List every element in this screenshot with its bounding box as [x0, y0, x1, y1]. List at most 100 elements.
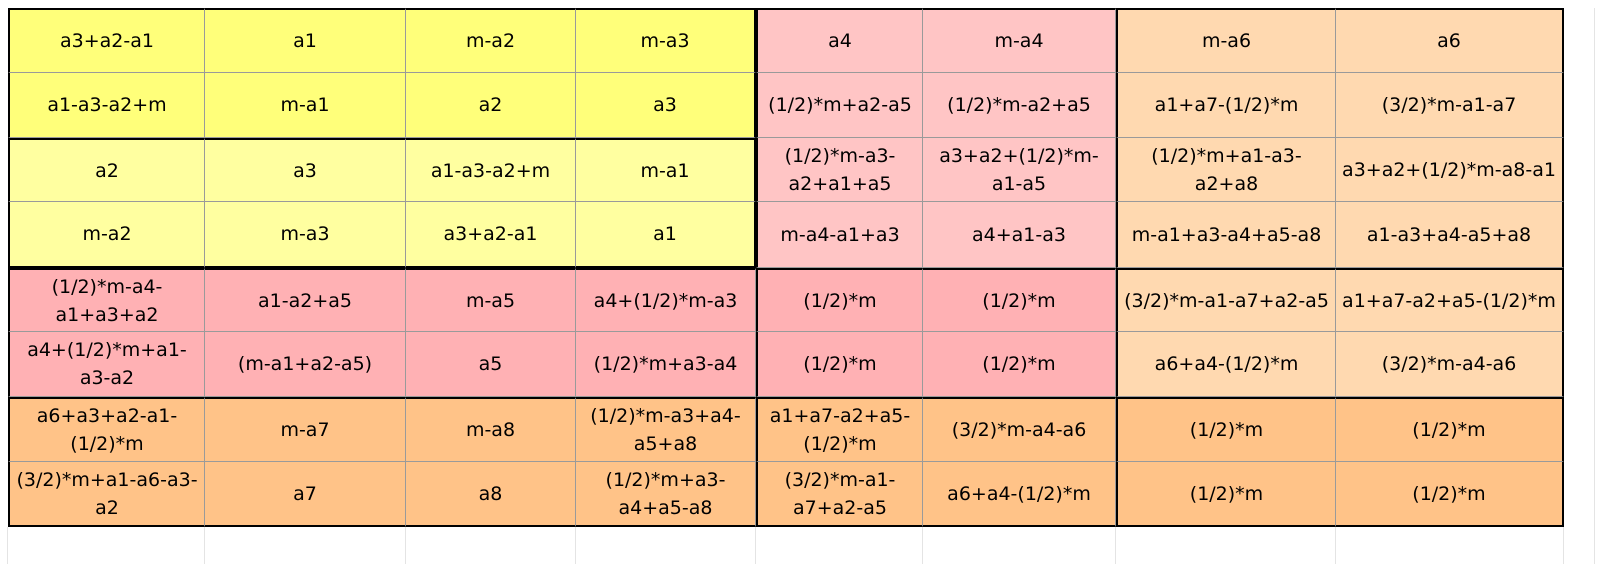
grid-cell[interactable]: a4: [756, 8, 923, 73]
grid-cell[interactable]: a6+a4-(1/2)*m: [1116, 332, 1336, 397]
grid-cell[interactable]: a3+a2+(1/2)*m-a1-a5: [923, 138, 1116, 202]
grid-cell[interactable]: m-a1+a3-a4+a5-a8: [1116, 202, 1336, 268]
grid-cell[interactable]: m-a3: [205, 202, 406, 268]
blank-cell[interactable]: [0, 268, 8, 332]
grid-cell[interactable]: (1/2)*m-a3+a4-a5+a8: [576, 397, 756, 462]
blank-cell[interactable]: [8, 0, 205, 8]
grid-cell[interactable]: (1/2)*m+a3-a4: [576, 332, 756, 397]
grid-cell[interactable]: a1+a7-a2+a5-(1/2)*m: [756, 397, 923, 462]
grid-cell[interactable]: m-a5: [406, 268, 576, 332]
grid-cell[interactable]: (3/2)*m-a4-a6: [1336, 332, 1564, 397]
blank-cell[interactable]: [923, 527, 1116, 564]
blank-cell[interactable]: [1116, 0, 1336, 8]
blank-cell[interactable]: [576, 527, 756, 564]
blank-cell[interactable]: [1564, 73, 1595, 138]
grid-cell[interactable]: a6+a4-(1/2)*m: [923, 462, 1116, 527]
grid-cell[interactable]: m-a2: [406, 8, 576, 73]
blank-cell[interactable]: [1564, 202, 1595, 268]
grid-cell[interactable]: m-a1: [205, 73, 406, 138]
grid-cell[interactable]: (1/2)*m: [1116, 397, 1336, 462]
grid-cell[interactable]: a1-a3-a2+m: [8, 73, 205, 138]
grid-cell[interactable]: (1/2)*m: [923, 268, 1116, 332]
blank-cell[interactable]: [0, 397, 8, 462]
grid-cell[interactable]: a4+a1-a3: [923, 202, 1116, 268]
blank-cell[interactable]: [406, 527, 576, 564]
grid-cell[interactable]: m-a8: [406, 397, 576, 462]
blank-cell[interactable]: [0, 0, 8, 8]
blank-cell[interactable]: [1336, 527, 1564, 564]
grid-cell[interactable]: (1/2)*m: [756, 268, 923, 332]
blank-cell[interactable]: [923, 0, 1116, 8]
grid-cell[interactable]: a1-a2+a5: [205, 268, 406, 332]
grid-cell[interactable]: (3/2)*m-a1-a7+a2-a5: [1116, 268, 1336, 332]
blank-cell[interactable]: [0, 527, 8, 564]
grid-cell[interactable]: a8: [406, 462, 576, 527]
blank-cell[interactable]: [576, 0, 756, 8]
grid-cell[interactable]: m-a3: [576, 8, 756, 73]
blank-cell[interactable]: [1564, 462, 1595, 527]
grid-cell[interactable]: a4+(1/2)*m+a1-a3-a2: [8, 332, 205, 397]
grid-cell[interactable]: m-a6: [1116, 8, 1336, 73]
grid-cell[interactable]: (3/2)*m-a1-a7: [1336, 73, 1564, 138]
grid-cell[interactable]: m-a4: [923, 8, 1116, 73]
grid-cell[interactable]: a6+a3+a2-a1-(1/2)*m: [8, 397, 205, 462]
grid-cell[interactable]: m-a7: [205, 397, 406, 462]
grid-cell[interactable]: m-a4-a1+a3: [756, 202, 923, 268]
grid-cell[interactable]: (1/2)*m+a2-a5: [756, 73, 923, 138]
grid-cell[interactable]: a3+a2-a1: [8, 8, 205, 73]
grid-cell[interactable]: (1/2)*m-a2+a5: [923, 73, 1116, 138]
blank-cell[interactable]: [0, 73, 8, 138]
grid-cell[interactable]: (3/2)*m+a1-a6-a3-a2: [8, 462, 205, 527]
grid-cell[interactable]: (1/2)*m-a3-a2+a1+a5: [756, 138, 923, 202]
grid-cell[interactable]: (1/2)*m: [756, 332, 923, 397]
grid-cell[interactable]: a3+a2-a1: [406, 202, 576, 268]
grid-cell[interactable]: a1: [205, 8, 406, 73]
blank-cell[interactable]: [1564, 332, 1595, 397]
blank-cell[interactable]: [0, 8, 8, 73]
grid-cell[interactable]: m-a2: [8, 202, 205, 268]
grid-cell[interactable]: a3: [205, 138, 406, 202]
grid-cell[interactable]: (1/2)*m+a1-a3-a2+a8: [1116, 138, 1336, 202]
blank-cell[interactable]: [1564, 138, 1595, 202]
grid-cell[interactable]: a4+(1/2)*m-a3: [576, 268, 756, 332]
grid-cell[interactable]: m-a1: [576, 138, 756, 202]
grid-cell[interactable]: (3/2)*m-a1-a7+a2-a5: [756, 462, 923, 527]
grid-cell[interactable]: (1/2)*m: [923, 332, 1116, 397]
grid-cell[interactable]: a1: [576, 202, 756, 268]
blank-cell[interactable]: [1564, 0, 1595, 8]
blank-cell[interactable]: [0, 202, 8, 268]
grid-cell[interactable]: a1-a3+a4-a5+a8: [1336, 202, 1564, 268]
grid-cell[interactable]: a3: [576, 73, 756, 138]
blank-cell[interactable]: [1336, 0, 1564, 8]
grid-cell[interactable]: (3/2)*m-a4-a6: [923, 397, 1116, 462]
grid-cell[interactable]: a5: [406, 332, 576, 397]
blank-cell[interactable]: [756, 0, 923, 8]
blank-cell[interactable]: [1564, 397, 1595, 462]
grid-cell[interactable]: (1/2)*m: [1336, 462, 1564, 527]
grid-cell[interactable]: a7: [205, 462, 406, 527]
blank-cell[interactable]: [1116, 527, 1336, 564]
grid-cell[interactable]: a2: [8, 138, 205, 202]
blank-cell[interactable]: [205, 527, 406, 564]
grid-cell[interactable]: a1+a7-a2+a5-(1/2)*m: [1336, 268, 1564, 332]
blank-cell[interactable]: [8, 527, 205, 564]
grid-cell[interactable]: a1-a3-a2+m: [406, 138, 576, 202]
grid-cell[interactable]: a2: [406, 73, 576, 138]
blank-cell[interactable]: [406, 0, 576, 8]
grid-cell[interactable]: (m-a1+a2-a5): [205, 332, 406, 397]
blank-cell[interactable]: [0, 332, 8, 397]
grid-cell[interactable]: (1/2)*m-a4-a1+a3+a2: [8, 268, 205, 332]
blank-cell[interactable]: [1564, 268, 1595, 332]
blank-cell[interactable]: [1564, 527, 1595, 564]
blank-cell[interactable]: [205, 0, 406, 8]
grid-cell[interactable]: a1+a7-(1/2)*m: [1116, 73, 1336, 138]
blank-cell[interactable]: [0, 462, 8, 527]
grid-cell[interactable]: (1/2)*m: [1116, 462, 1336, 527]
grid-cell[interactable]: a6: [1336, 8, 1564, 73]
grid-cell[interactable]: a3+a2+(1/2)*m-a8-a1: [1336, 138, 1564, 202]
blank-cell[interactable]: [1564, 8, 1595, 73]
grid-cell[interactable]: (1/2)*m: [1336, 397, 1564, 462]
blank-cell[interactable]: [0, 138, 8, 202]
blank-cell[interactable]: [756, 527, 923, 564]
grid-cell[interactable]: (1/2)*m+a3-a4+a5-a8: [576, 462, 756, 527]
